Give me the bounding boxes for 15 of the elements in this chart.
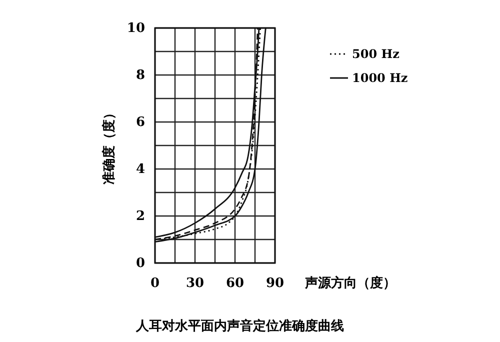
legend-label: 500 Hz [352, 47, 400, 61]
x-axis-title: 声源方向（度） [304, 275, 396, 291]
x-tick-label: 60 [226, 276, 244, 291]
y-tick-label: 0 [136, 256, 145, 271]
text: 人耳对水平面内声音定位准确度曲线 [135, 318, 344, 334]
y-tick-label: 8 [136, 68, 145, 83]
x-tick-label: 30 [186, 276, 204, 291]
x-tick-label: 90 [266, 276, 284, 291]
y-tick-label: 6 [136, 115, 145, 130]
y-axis-title: 准确度（度） [101, 106, 117, 184]
y-tick-label: 4 [136, 162, 145, 177]
x-tick-label: 0 [150, 276, 160, 291]
y-tick-label: 2 [136, 209, 145, 224]
legend-label: 1000 Hz [352, 71, 408, 85]
y-tick-label: 10 [126, 21, 145, 36]
